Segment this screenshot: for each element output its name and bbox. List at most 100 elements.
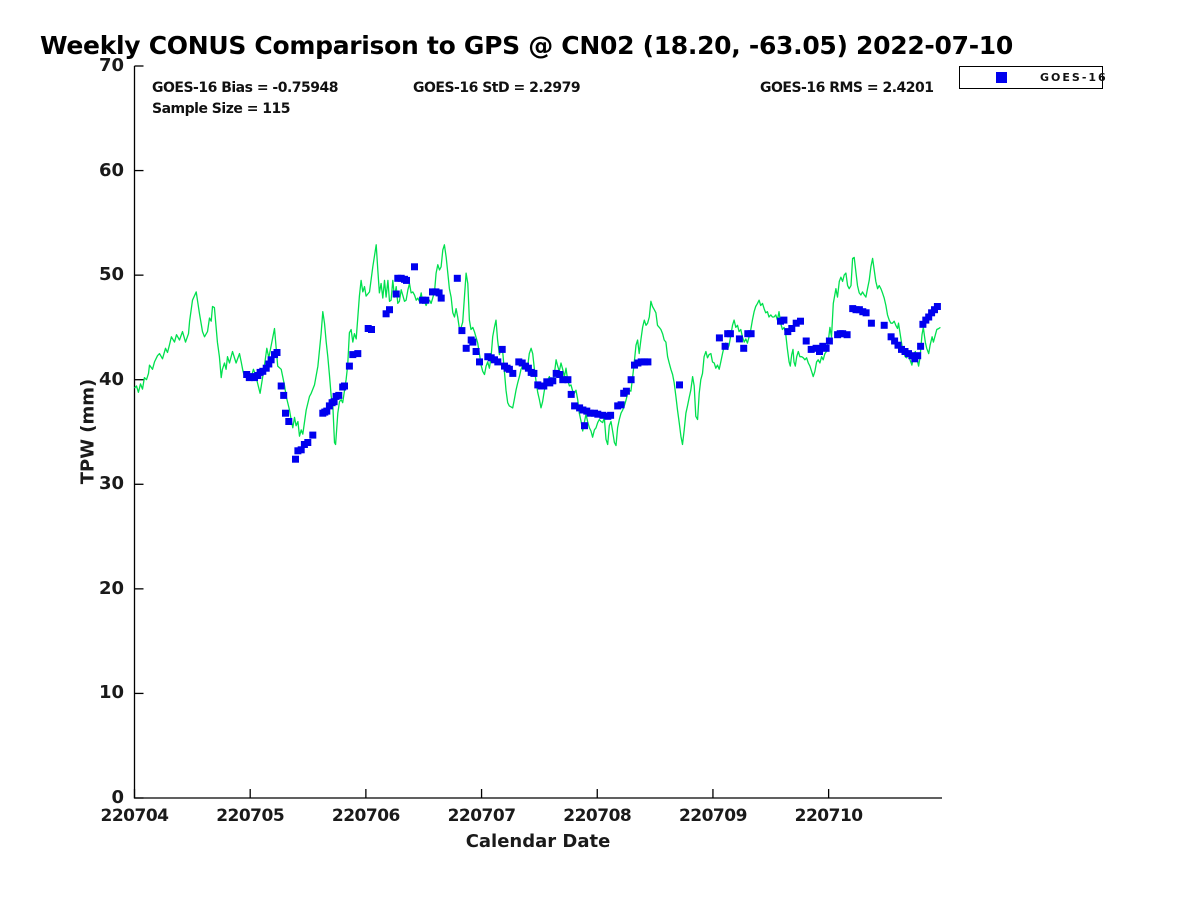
goes16-data-point [524, 364, 532, 372]
goes16-data-point [273, 349, 281, 356]
y-tick-label: 30 [98, 473, 124, 495]
y-tick-label: 60 [98, 159, 124, 181]
x-axis-label: Calendar Date [465, 831, 611, 852]
goes16-data-point [549, 377, 557, 385]
goes16-data-point [469, 338, 477, 346]
goes16-data-point [867, 319, 875, 327]
goes16-data-point [476, 358, 483, 366]
goes16-data-point [747, 330, 755, 338]
goes16-data-point [579, 406, 587, 414]
goes16-data-point [816, 348, 823, 355]
goes16-data-point [914, 352, 922, 360]
goes16-data-point [349, 351, 357, 359]
goes16-data-point [594, 410, 602, 418]
goes16-data-point [627, 376, 635, 384]
chart-title: Weekly CONUS Comparison to GPS @ CN02 (1… [40, 31, 1013, 60]
goes16-data-point [265, 360, 273, 368]
goes16-data-point [368, 326, 375, 333]
goes16-data-point [894, 341, 902, 349]
goes16-data-point [599, 411, 607, 419]
stat-bias: GOES-16 Bias = -0.75948 [152, 80, 339, 96]
x-tick-label: 220710 [794, 806, 863, 826]
goes16-data-point [280, 391, 288, 399]
goes16-data-point [262, 364, 270, 372]
goes16-data-point [382, 310, 390, 318]
goes16-data-point [839, 330, 847, 338]
goes16-data-point [282, 409, 289, 417]
goes16-data-point [292, 455, 299, 463]
goes16-data-point [822, 344, 830, 352]
goes16-data-point [644, 358, 652, 366]
goes16-data-point [472, 348, 480, 355]
goes16-data-point [780, 316, 788, 324]
goes16-data-point [843, 331, 851, 339]
legend-label: GOES-16 [1040, 71, 1108, 84]
goes16-data-point [586, 409, 594, 417]
goes16-data-point [505, 365, 513, 373]
x-tick-label: 220704 [100, 806, 169, 826]
goes16-data-point [556, 371, 564, 378]
stat-sample-size: Sample Size = 115 [152, 101, 291, 117]
x-tick-label: 220709 [678, 806, 747, 826]
goes16-data-point [354, 350, 362, 358]
axes-lines [133, 66, 942, 799]
goes16-data-point [509, 369, 517, 377]
goes16-data-point [887, 333, 895, 341]
legend-box: GOES-16 [959, 66, 1106, 89]
goes16-data-point [564, 376, 572, 384]
goes16-data-point [880, 321, 888, 329]
goes16-data-point [797, 317, 804, 325]
goes16-data-point [617, 401, 625, 409]
goes16-data-point [458, 327, 466, 335]
goes16-data-point [715, 334, 723, 342]
goes16-data-point [494, 358, 502, 366]
legend-square-marker-icon [996, 72, 1007, 83]
y-tick-label: 20 [98, 577, 124, 599]
goes16-data-point [676, 381, 683, 389]
y-tick-label: 70 [98, 55, 124, 76]
goes16-data-point [453, 274, 461, 282]
goes16-data-point [825, 337, 833, 345]
goes16-data-point [411, 263, 418, 271]
stat-rms: GOES-16 RMS = 2.4201 [760, 80, 934, 96]
goes16-data-point [622, 387, 630, 395]
y-tick-label: 50 [98, 264, 124, 286]
y-tick-label: 10 [98, 682, 124, 704]
goes16-data-point [792, 319, 800, 327]
goes16-data-point [297, 446, 305, 454]
x-tick-label: 220708 [563, 806, 632, 826]
goes16-data-point [740, 344, 748, 352]
goes16-data-point [862, 309, 870, 317]
goes16-data-point [919, 320, 927, 328]
goes16-data-point [309, 431, 317, 439]
goes16-data-point [437, 294, 445, 302]
x-tick-label: 220705 [216, 806, 285, 826]
goes16-data-point [925, 313, 933, 321]
goes16-data-point [341, 382, 348, 390]
goes16-data-point [530, 369, 538, 377]
goes16-data-point [788, 325, 796, 332]
goes16-data-point [345, 362, 353, 370]
goes16-data-point [784, 328, 792, 336]
y-tick-label: 40 [98, 368, 124, 390]
goes16-data-point [726, 330, 734, 338]
goes16-data-point [285, 418, 293, 425]
goes16-data-point [435, 289, 443, 297]
goes16-data-point [335, 391, 343, 399]
goes16-data-point [462, 344, 470, 352]
goes16-data-point [277, 382, 285, 390]
goes16-data-point [567, 390, 575, 398]
goes16-data-point [917, 342, 925, 350]
goes16-data-point [721, 342, 729, 350]
goes16-data-point [304, 439, 312, 446]
goes16-data-point [422, 296, 430, 304]
goes16-data-point [267, 356, 275, 364]
goes16-data-point [392, 290, 400, 298]
y-tick-label: 0 [111, 787, 124, 808]
gps-line-series [134, 244, 941, 447]
goes16-data-point [581, 422, 588, 430]
goes16-data-point [933, 303, 941, 310]
goes16-data-point [323, 407, 331, 415]
goes16-data-point [607, 411, 615, 419]
